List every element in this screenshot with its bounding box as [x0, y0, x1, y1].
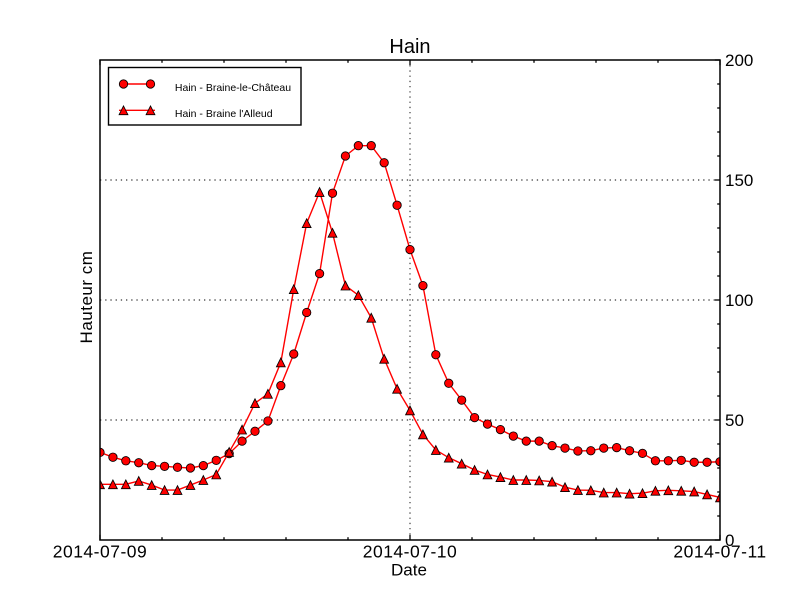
- svg-text:50: 50: [725, 411, 744, 430]
- svg-text:2014-07-10: 2014-07-10: [363, 542, 458, 562]
- svg-text:Hain: Hain: [389, 36, 430, 58]
- svg-text:100: 100: [725, 291, 753, 310]
- svg-text:0: 0: [725, 531, 734, 550]
- svg-text:Hain - Braine-le-Château: Hain - Braine-le-Château: [175, 82, 291, 94]
- svg-text:Hauteur cm: Hauteur cm: [77, 251, 96, 344]
- svg-text:Hain - Braine l'Alleud: Hain - Braine l'Alleud: [175, 108, 273, 120]
- svg-text:2014-07-11: 2014-07-11: [673, 542, 766, 562]
- svg-text:150: 150: [725, 171, 753, 190]
- svg-text:200: 200: [725, 51, 753, 70]
- svg-text:2014-07-09: 2014-07-09: [53, 542, 148, 562]
- svg-text:Date: Date: [391, 561, 427, 580]
